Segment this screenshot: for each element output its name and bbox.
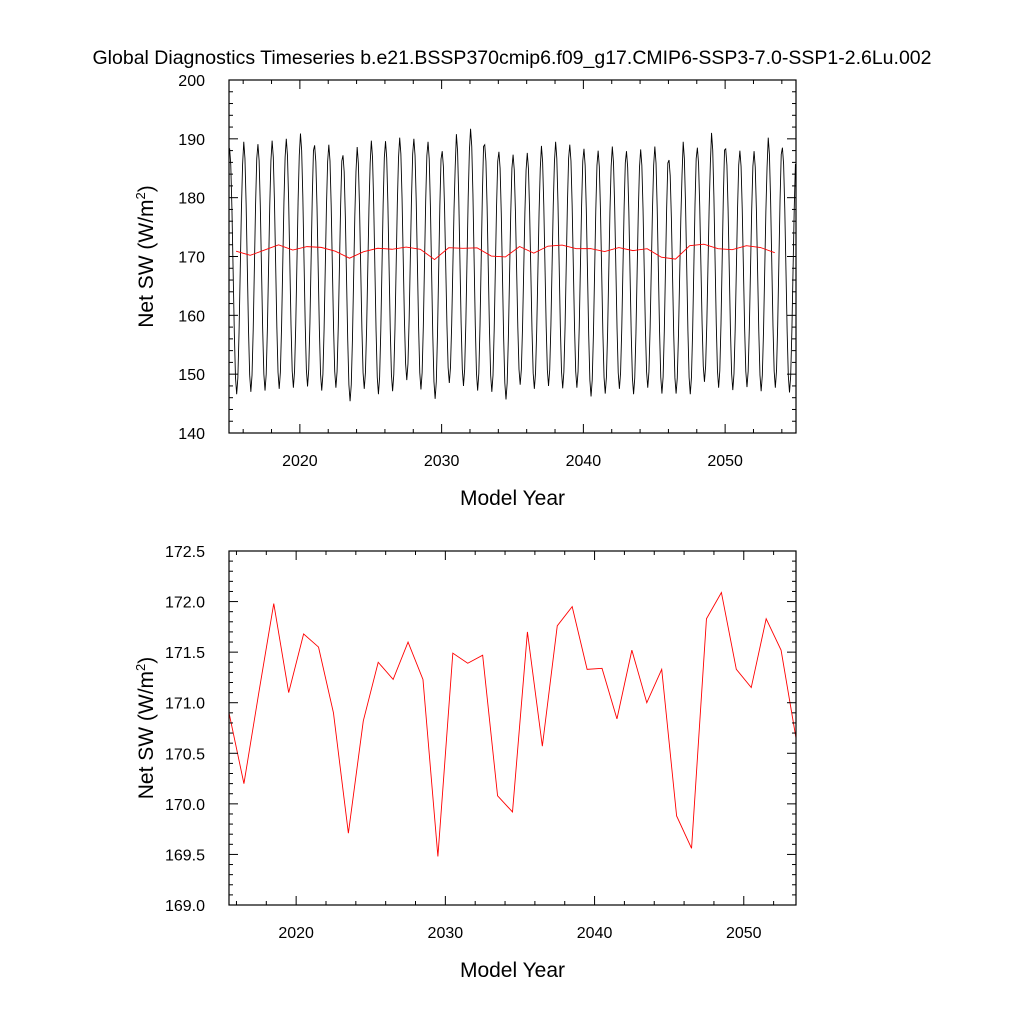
- bottom-tick-layer: 169.0 169.5 170.0 170.5 171.0 171.5 172.0 172.5…: [165, 544, 796, 942]
- bottom-y-tick-label: 169.0: [165, 898, 205, 915]
- top-y-tick-label: 170: [178, 250, 205, 267]
- bottom-x-tick-label: 2030: [428, 925, 464, 942]
- bottom-x-tick-label: 2050: [726, 925, 762, 942]
- bottom-x-axis-label: Model Year: [460, 959, 565, 982]
- top-x-tick-label: 2020: [282, 453, 318, 470]
- bottom-plot-frame: [228, 550, 797, 906]
- top-monthly-series-line: [229, 128, 796, 402]
- top-series-layer: [229, 128, 796, 402]
- bottom-y-tick-label: 170.5: [165, 746, 205, 763]
- bottom-y-label-main: Net SW (W/m: [135, 671, 158, 799]
- top-y-axis-label: Net SW (W/m2): [133, 185, 158, 328]
- top-x-tick-label: 2050: [707, 453, 743, 470]
- bottom-y-label-close: ): [135, 657, 158, 664]
- top-y-tick-label: 200: [178, 73, 205, 90]
- top-y-tick-label: 140: [178, 426, 205, 443]
- top-y-tick-label: 180: [178, 191, 205, 208]
- bottom-panel: 169.0 169.5 170.0 170.5 171.0 171.5 172.0 172.5…: [133, 544, 797, 982]
- top-panel: 140 150 160 170 180 190 200 2020 2030 2040 2050 Mo…: [133, 73, 797, 510]
- bottom-y-tick-label: 170.0: [165, 797, 205, 814]
- bottom-series-layer: [229, 591, 796, 857]
- top-y-tick-label: 160: [178, 308, 205, 325]
- bottom-y-axis-label: Net SW (W/m2): [133, 657, 158, 800]
- bottom-y-tick-label: 171.0: [165, 696, 205, 713]
- bottom-annual-series-line: [229, 591, 796, 857]
- top-tick-layer: 140 150 160 170 180 190 200 2020 2030 2040 2050: [178, 73, 796, 470]
- top-x-axis-label: Model Year: [460, 487, 565, 510]
- top-plot-frame: [228, 79, 797, 434]
- top-y-label-main: Net SW (W/m: [135, 199, 158, 327]
- bottom-y-tick-label: 171.5: [165, 645, 205, 662]
- bottom-x-tick-label: 2040: [577, 925, 613, 942]
- top-x-tick-label: 2040: [566, 453, 602, 470]
- bottom-y-tick-label: 172.0: [165, 595, 205, 612]
- top-annual-series-line: [235, 243, 775, 261]
- bottom-y-label-sup: 2: [133, 664, 148, 671]
- top-y-tick-label: 150: [178, 367, 205, 384]
- chart-title: Global Diagnostics Timeseries b.e21.BSSP…: [93, 47, 932, 69]
- top-y-tick-label: 190: [178, 132, 205, 149]
- bottom-x-tick-label: 2020: [278, 925, 314, 942]
- top-y-label-close: ): [135, 185, 158, 192]
- bottom-y-tick-label: 169.5: [165, 847, 205, 864]
- top-x-tick-label: 2030: [424, 453, 460, 470]
- bottom-y-tick-label: 172.5: [165, 544, 205, 561]
- top-y-label-sup: 2: [133, 192, 148, 199]
